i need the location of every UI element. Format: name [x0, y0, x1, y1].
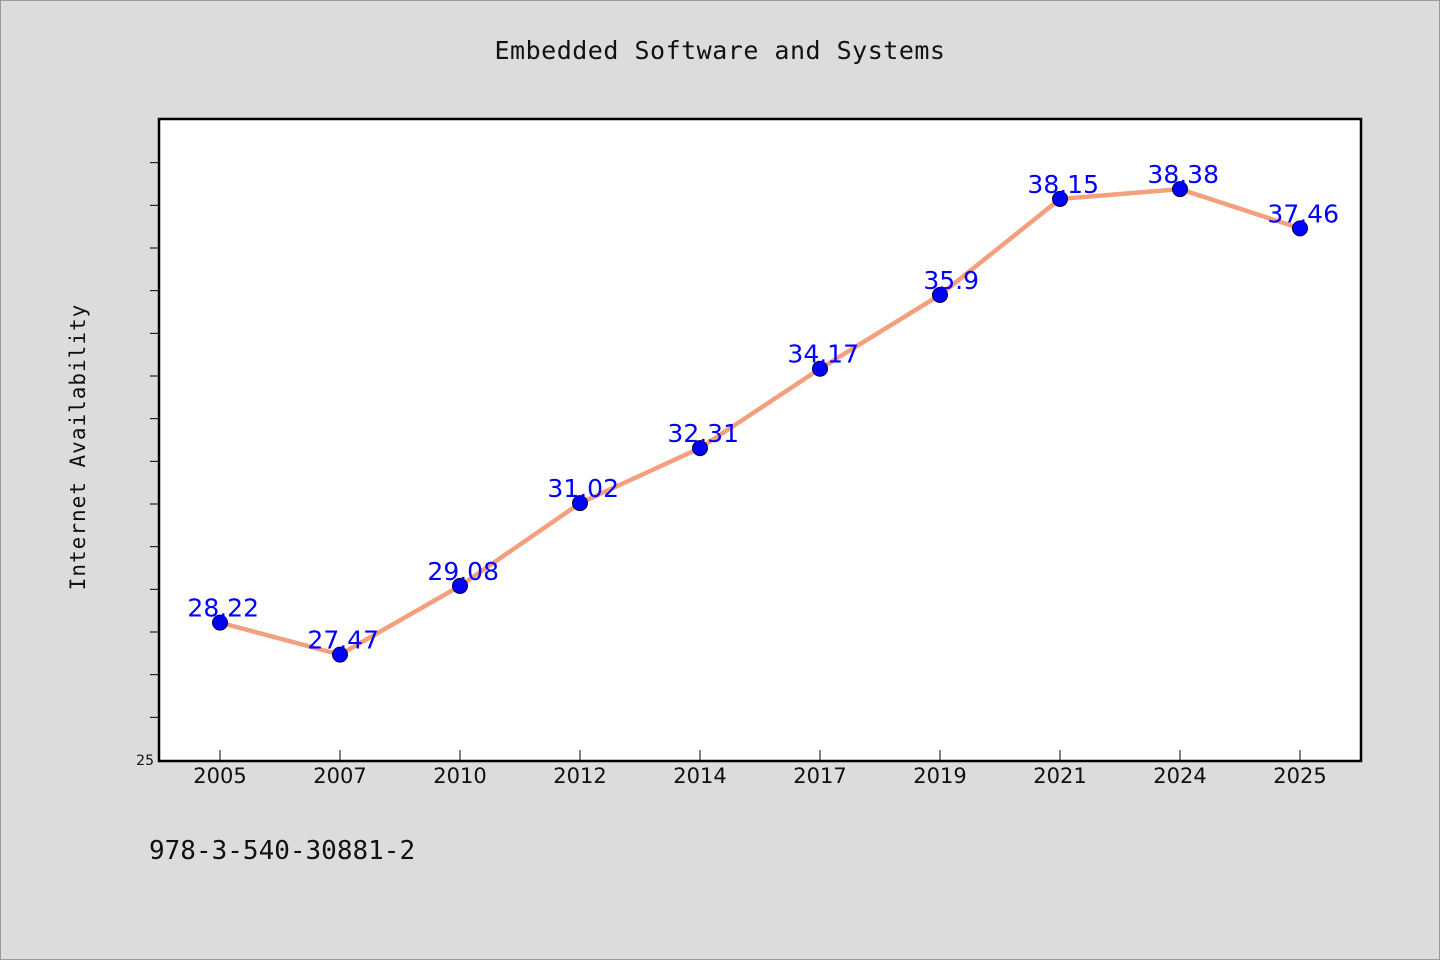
data-point: [932, 286, 948, 303]
data-label: 27.47: [307, 626, 379, 655]
data-label: 29.08: [427, 557, 499, 586]
x-tick-label: 2024: [1153, 764, 1206, 788]
data-label: 32.31: [667, 419, 739, 448]
data-point: [452, 577, 468, 594]
series-line: [219, 186, 1301, 657]
data-label: 35.9: [923, 266, 979, 295]
x-tick-label: 2017: [793, 764, 846, 788]
data-label: 28.22: [187, 594, 259, 623]
data-label: 31.02: [547, 474, 619, 503]
data-point: [692, 440, 708, 457]
data-point: [212, 614, 228, 631]
data-label: 38.15: [1027, 170, 1099, 199]
data-point: [572, 495, 588, 512]
y-axis-ticks: 25: [136, 162, 159, 769]
data-point: [812, 360, 828, 377]
x-tick-label: 2019: [913, 764, 966, 788]
footer-code: 978-3-540-30881-2: [149, 836, 416, 866]
y-tick-label: 25: [136, 753, 154, 769]
data-point: [1292, 220, 1308, 237]
data-point: [332, 646, 348, 663]
series-line-group: [219, 186, 1301, 657]
x-tick-label: 2012: [553, 764, 606, 788]
data-label: 38.38: [1147, 160, 1219, 189]
x-tick-label: 2010: [433, 764, 486, 788]
data-point: [1172, 181, 1188, 198]
x-tick-label: 2014: [673, 764, 726, 788]
chart-title: Embedded Software and Systems: [494, 36, 946, 65]
x-tick-label: 2025: [1273, 764, 1326, 788]
x-tick-label: 2007: [313, 764, 366, 788]
x-tick-label: 2005: [193, 764, 246, 788]
x-tick-label: 2021: [1033, 764, 1086, 788]
data-labels: 28.22 27.47 29.08 31.02 32.31 34.17 35.9 38.15 3…: [187, 160, 1339, 654]
plot-area: [157, 117, 1363, 763]
data-markers: [212, 181, 1308, 663]
data-label: 34.17: [787, 340, 859, 369]
x-axis-ticks: 2005 2007 2010 2012 2014 2017 2019 2021 2024 2025: [193, 750, 1327, 788]
data-point: [1052, 190, 1068, 207]
data-label: 37.46: [1267, 199, 1339, 228]
